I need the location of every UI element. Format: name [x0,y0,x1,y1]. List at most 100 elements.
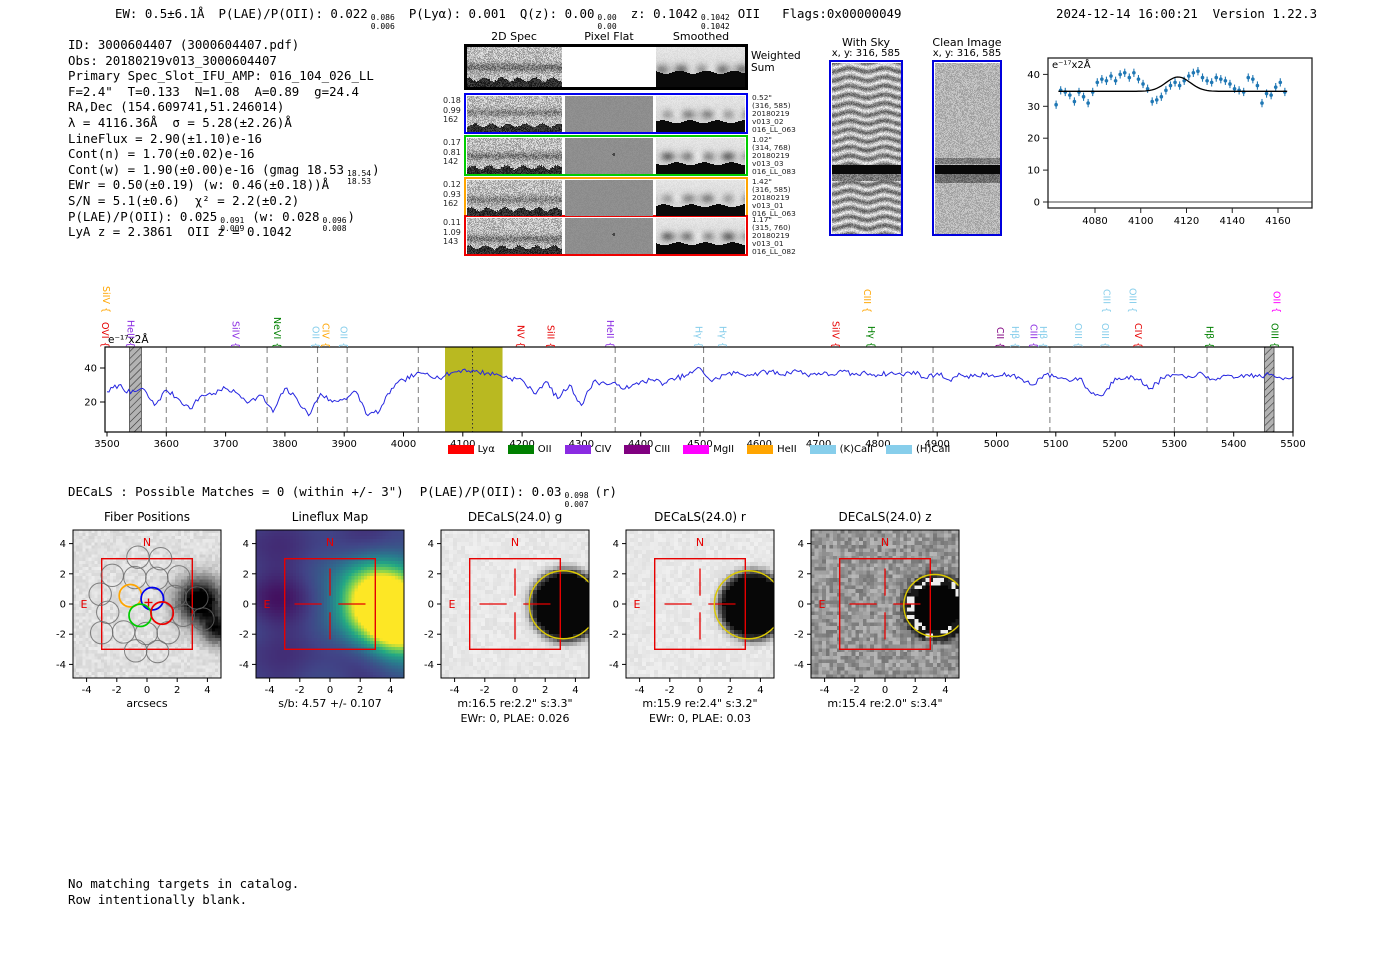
svg-text:4: 4 [60,539,66,550]
emission-line-label: SiIV { [100,285,112,313]
svg-text:0: 0 [428,600,434,611]
row-left-stats: 0.18 0.99 162 [443,96,461,124]
svg-text:4080: 4080 [1082,216,1107,227]
info-line: Primary Spec_Slot_IFU_AMP: 016_104_026_L… [68,68,380,84]
svg-text:2: 2 [912,685,918,696]
legend-item: CIV [564,444,611,455]
emission-line-label: CII { [993,326,1005,348]
emission-line-label: Hγ { [692,326,704,348]
row-right-meta: 0.52" (316, 585) 20180219 v013_02 016_LL_063 [752,92,796,135]
svg-text:4: 4 [243,539,249,550]
g-cutout-image [441,530,589,678]
info-text: Obs: 20180219v013_3000604407 [68,52,277,68]
info-text: RA,Dec (154.609741,51.246014) [68,99,285,115]
header-text: P(Lyα): 0.001 [408,6,506,21]
svg-text:0: 0 [613,600,619,611]
svg-text:-4: -4 [609,660,619,671]
legend-swatch [683,445,710,454]
spec2d-header-2dspec: 2D Spec [491,30,537,43]
svg-text:0: 0 [243,600,249,611]
svg-text:0: 0 [60,600,66,611]
svg-text:2: 2 [60,569,66,580]
info-line: RA,Dec (154.609741,51.246014) [68,99,380,115]
svg-text:40: 40 [1027,70,1040,81]
emission-line-label: OIII { [1072,323,1084,348]
legend-item: Lyα [447,444,495,455]
header-uncertainty-stack: 0.1042 0.1042 [700,13,730,31]
decals-text: (r) [594,484,617,499]
clean-image-coords: x, y: 316, 585 [932,48,1002,59]
svg-text:2: 2 [727,685,733,696]
row-2dspec-image [466,179,562,216]
svg-text:2: 2 [798,569,804,580]
info-line: LyA z = 2.3861 OII z = 0.1042 [68,224,380,240]
timestamp-version: 2024-12-14 16:00:21 Version 1.22.3 [1056,6,1318,21]
header-uncertainty-stack: 0.00 0.00 [597,13,617,31]
svg-text:4140: 4140 [1220,216,1245,227]
info-text: EWr = 0.50(±0.19) (w: 0.46(±0.18))Å [68,177,330,193]
emission-line-label: OIII { [1098,323,1110,348]
info-text: ID: 3000604407 (3000604407.pdf) [68,37,300,52]
spec2d-header-pixelflat: Pixel Flat [584,30,634,43]
info-line: P(LAE)/P(OII): 0.025 0.091 0.009 (w: 0.028 0… [68,209,380,233]
emission-line-label: SiII { [544,324,556,348]
svg-text:-2: -2 [609,630,619,641]
svg-text:-2: -2 [480,685,490,696]
lineflux-cutout-image [256,530,404,678]
info-line: S/N = 5.1(±0.6) χ² = 2.2(±0.2) [68,193,380,209]
info-text: ) [372,161,380,177]
emission-line-label: NeVI { [270,316,282,348]
emission-line-label: OII { [1270,290,1282,313]
legend-swatch [447,445,474,454]
svg-text:2: 2 [613,569,619,580]
emission-line-label: Hβ { [1203,325,1215,348]
svg-text:-4: -4 [239,660,249,671]
row-left-stats: 0.12 0.93 162 [443,180,461,208]
legend-swatch [624,445,651,454]
svg-text:-2: -2 [850,685,860,696]
emission-line-label: Hγ { [865,326,877,348]
detection-info-block: ID: 3000604407 (3000604407.pdf) Obs: 2018… [68,37,380,240]
svg-text:2: 2 [243,569,249,580]
lineflux-map-title: Lineflux Map [291,510,369,524]
decals-uncertainty-stack: 0.098 0.007 [564,491,589,509]
row-2dspec-image [466,217,562,254]
svg-text:4160: 4160 [1265,216,1290,227]
emission-line-label: HeII { [604,320,616,348]
svg-text:-2: -2 [424,630,434,641]
z-cutout-image [811,530,959,678]
info-line: F=2.4" T=0.133 N=1.08 A=0.89 g=24.4 [68,84,380,100]
spectrum-unit-label: e⁻¹⁷x2Å [108,334,149,346]
svg-text:-4: -4 [820,685,830,696]
weighted-smoothed-image [656,47,745,87]
legend-item: CIII [624,444,670,455]
legend-item: OII [507,444,552,455]
header-text: z: 0.1042 [630,6,698,21]
header-text: P(LAE)/P(OII): 0.022 [218,6,368,21]
emission-line-label: Hβ { [1037,325,1049,348]
emission-line-label: OIII { [1268,323,1280,348]
svg-text:4: 4 [757,685,763,696]
legend-swatch [507,445,534,454]
legend-item: MgII [683,444,734,455]
info-uncertainty-stack: 18.54 18.53 [347,168,372,187]
info-uncertainty-stack: 0.096 0.008 [322,215,347,234]
main-spectrum-plot: 2040350036003700380039004000410042004300… [84,346,1306,450]
svg-text:10: 10 [1027,166,1040,177]
emission-line-label: HeII { [124,320,136,348]
row-right-meta: 1.02" (314, 768) 20180219 v013_03 016_LL_083 [752,134,796,177]
info-text: S/N = 5.1(±0.6) χ² = 2.2(±0.2) [68,192,300,208]
emission-line-label: OII { [337,325,349,348]
fiber-positions-title: Fiber Positions [103,510,191,524]
info-text: LineFlux = 2.90(±1.10)e-16 [68,130,262,146]
svg-text:4100: 4100 [1128,216,1153,227]
lineflux-caption: s/b: 4.57 +/- 0.107 [278,697,382,710]
summary-stats-line: EW: 0.5±6.1Å P(LAE)/P(OII): 0.022 0.086 0.0… [115,6,901,31]
zoom-plot-unit-label: e⁻¹⁷x2Å [1052,60,1091,71]
svg-text:-2: -2 [239,630,249,641]
svg-text:4: 4 [428,539,434,550]
weighted-2dspec-image [467,47,562,87]
decals-z-caption1: m:15.4 re:2.0" s:3.4" [827,697,943,710]
header-uncertainty-stack: 0.086 0.006 [370,13,395,31]
